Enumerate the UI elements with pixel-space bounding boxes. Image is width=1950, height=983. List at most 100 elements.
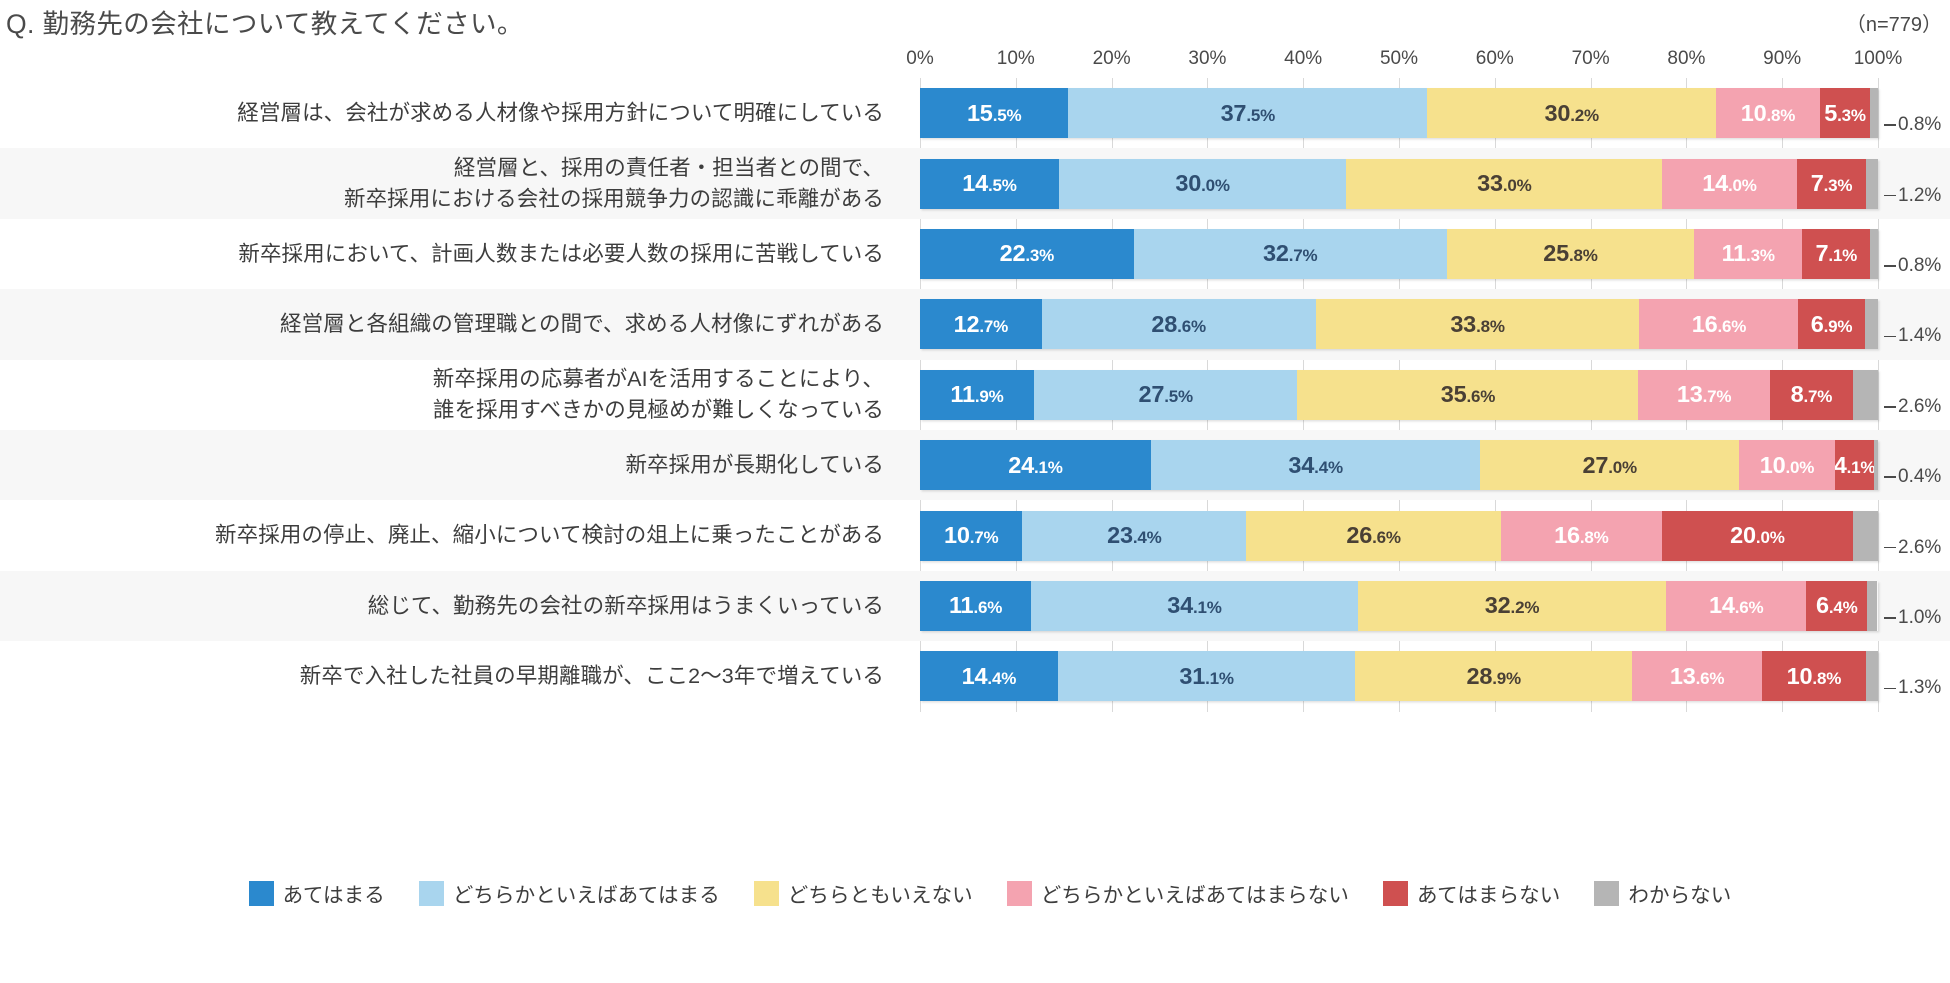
segment-callout: 2.6% xyxy=(1884,537,1941,559)
segment-value: 28.9% xyxy=(1466,662,1522,689)
stacked-bar: 14.5% 30.0% 33.0% 14.0% 7.3% xyxy=(920,158,1878,209)
segment-value: 12.7% xyxy=(953,310,1009,337)
legend-item[interactable]: あてはまる xyxy=(248,878,385,908)
bar-segment: 13.6% xyxy=(1632,651,1763,702)
segment-value: 7.3% xyxy=(1810,170,1853,197)
page-title: Q. 勤務先の会社について教えてください。 xyxy=(6,9,524,39)
bar-segment: 28.6% xyxy=(1041,299,1316,350)
bar-segment: 31.1% xyxy=(1057,651,1356,702)
legend-label: あてはまる xyxy=(282,884,385,907)
bar-segment: 33.8% xyxy=(1315,299,1640,350)
segment-value: 14.0% xyxy=(1702,170,1757,197)
bar-segment: 14.5% xyxy=(920,158,1059,209)
bar-segment: 34.4% xyxy=(1150,440,1481,491)
segment-value: 10.0% xyxy=(1759,451,1815,478)
x-axis-tick: 70% xyxy=(1571,48,1610,69)
segment-value: 30.2% xyxy=(1544,99,1600,126)
segment-value: 32.2% xyxy=(1484,592,1540,619)
bar-segment: 7.3% xyxy=(1796,158,1867,209)
chart-row: 新卒採用が長期化している 24.1% 34.4% 27.0% 10.0% 4.1% xyxy=(0,430,1950,501)
bar-segment: 23.4% xyxy=(1022,510,1247,561)
x-axis-tick: 90% xyxy=(1763,48,1802,69)
legend-swatch-icon xyxy=(418,880,444,906)
bar-segment xyxy=(1853,510,1878,561)
segment-callout: 1.0% xyxy=(1884,607,1941,629)
row-label: 新卒採用が長期化している xyxy=(625,452,884,477)
segment-value: 14.6% xyxy=(1708,592,1764,619)
chart-legend: あてはまる どちらかといえばあてはまる どちらともいえない どちらかといえばあてはまら… xyxy=(0,878,1950,908)
segment-value: 5.3% xyxy=(1824,99,1866,126)
bar-segment: 11.9% xyxy=(920,369,1034,420)
chart-row: 経営層は、会社が求める人材像や採用方針について明確にしている 15.5% 37.5%… xyxy=(0,78,1950,148)
segment-value: 4.1% xyxy=(1834,451,1875,478)
legend-item[interactable]: どちらかといえばあてはまる xyxy=(418,878,720,908)
bar-segment: 30.2% xyxy=(1427,88,1717,139)
segment-value: 33.0% xyxy=(1477,170,1532,197)
bar-segment xyxy=(1865,651,1879,702)
bar-segment: 10.0% xyxy=(1739,440,1835,491)
stacked-bar-chart: 0% 10% 20% 30% 40% 50% 60% 70% 80% 90% 100% 経営層は、会… xyxy=(0,48,1950,918)
bar-segment: 25.8% xyxy=(1446,228,1695,279)
bar-segment: 32.7% xyxy=(1133,228,1447,279)
row-label: 経営層と、採用の責任者・担当者との間で、 新卒採用における会社の採用競争力の認識… xyxy=(343,156,884,211)
segment-value: 28.6% xyxy=(1151,310,1206,337)
segment-value: 11.6% xyxy=(948,592,1003,619)
bar-segment: 11.3% xyxy=(1694,228,1803,279)
legend-item[interactable]: どちらともいえない xyxy=(753,878,973,908)
bar-segment: 11.6% xyxy=(920,580,1032,631)
bar-segment xyxy=(1864,299,1878,350)
legend-item[interactable]: どちらかといえばあてはまらない xyxy=(1006,878,1349,908)
bar-segment: 7.1% xyxy=(1802,228,1871,279)
segment-value: 13.7% xyxy=(1676,381,1732,408)
bar-segment xyxy=(1874,440,1878,491)
segment-callout: 1.2% xyxy=(1884,185,1941,207)
bar-segment xyxy=(1853,369,1878,420)
x-axis-tick: 20% xyxy=(1092,48,1131,69)
legend-label: どちらかといえばあてはまる xyxy=(452,884,720,907)
bar-segment: 24.1% xyxy=(920,440,1151,491)
legend-item[interactable]: わからない xyxy=(1594,878,1731,908)
legend-swatch-icon xyxy=(248,880,274,906)
bar-segment: 10.8% xyxy=(1716,88,1820,139)
chart-header: Q. 勤務先の会社について教えてください。 （n=779） xyxy=(0,0,1950,52)
bar-segment: 34.1% xyxy=(1031,580,1358,631)
bar-segment: 16.6% xyxy=(1639,299,1799,350)
chart-row: 新卒採用の停止、廃止、縮小について検討の俎上に乗ったことがある 10.7% 23.4… xyxy=(0,500,1950,570)
stacked-bar: 15.5% 37.5% 30.2% 10.8% 5.3% xyxy=(920,88,1879,139)
segment-value: 8.7% xyxy=(1790,381,1833,408)
legend-swatch-icon xyxy=(753,880,779,906)
segment-callout: 0.4% xyxy=(1884,466,1941,488)
plot-area: 経営層は、会社が求める人材像や採用方針について明確にしている 15.5% 37.5%… xyxy=(0,78,1950,712)
bar-segment xyxy=(1866,158,1878,209)
bar-segment: 37.5% xyxy=(1068,88,1428,139)
bar-segment: 4.1% xyxy=(1834,440,1875,491)
legend-swatch-icon xyxy=(1594,880,1620,906)
legend-item[interactable]: あてはまらない xyxy=(1382,878,1560,908)
x-axis-tick: 80% xyxy=(1667,48,1706,69)
sample-size-label: （n=779） xyxy=(1845,14,1942,36)
x-axis-tick: 10% xyxy=(996,48,1035,69)
bar-segment: 15.5% xyxy=(920,88,1069,139)
stacked-bar: 11.6% 34.1% 32.2% 14.6% 6.4% xyxy=(920,580,1878,631)
stacked-bar: 24.1% 34.4% 27.0% 10.0% 4.1% xyxy=(920,440,1878,491)
chart-row: 新卒採用の応募者がAIを活用することにより、 誰を採用すべきかの見極めが難しくな… xyxy=(0,360,1950,430)
segment-value: 10.8% xyxy=(1786,662,1842,689)
segment-value: 30.0% xyxy=(1175,170,1230,197)
segment-callout: 1.4% xyxy=(1884,325,1941,347)
stacked-bar: 12.7% 28.6% 33.8% 16.6% 6.9% xyxy=(920,299,1878,350)
bar-segment: 26.6% xyxy=(1246,510,1501,561)
segment-value: 10.8% xyxy=(1740,99,1796,126)
bar-segment: 10.8% xyxy=(1762,651,1866,702)
row-label: 経営層は、会社が求める人材像や採用方針について明確にしている xyxy=(237,100,884,125)
segment-value: 16.6% xyxy=(1691,310,1747,337)
bar-segment: 14.6% xyxy=(1666,580,1807,631)
x-axis-tick: 60% xyxy=(1475,48,1514,69)
chart-row: 新卒採用において、計画人数または必要人数の採用に苦戦している 22.3% 32.7%… xyxy=(0,219,1950,289)
segment-value: 14.4% xyxy=(961,662,1017,689)
segment-value: 6.4% xyxy=(1815,592,1858,619)
x-axis-tick: 0% xyxy=(906,48,934,69)
x-axis-tick: 30% xyxy=(1188,48,1227,69)
row-label: 新卒採用の応募者がAIを活用することにより、 誰を採用すべきかの見極めが難しくな… xyxy=(432,367,884,422)
bar-segment: 8.7% xyxy=(1769,369,1854,420)
segment-value: 14.5% xyxy=(962,170,1017,197)
